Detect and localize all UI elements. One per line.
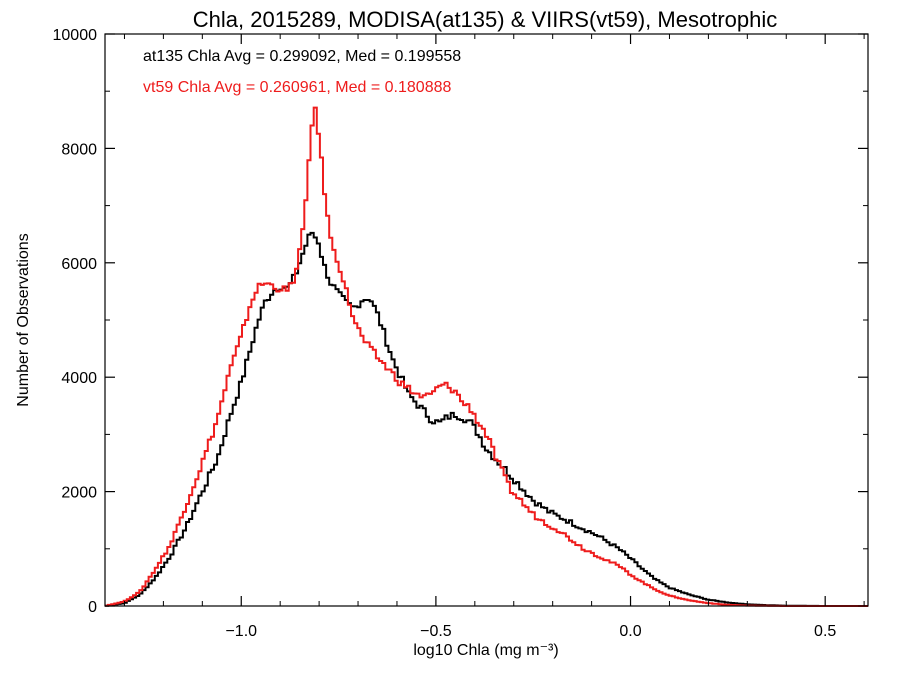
x-axis-label: log10 Chla (mg m⁻³) [413,642,558,659]
x-tick-label: 0.0 [619,623,641,640]
x-tick-label: 0.5 [814,623,836,640]
chart-title: Chla, 2015289, MODISA(at135) & VIIRS(vt5… [193,7,777,32]
y-tick-label: 6000 [61,256,97,273]
series-layer [105,106,868,607]
histogram-series-vt59 [105,106,868,607]
x-tick-label: −0.5 [420,623,452,640]
y-tick-label: 2000 [61,485,97,502]
y-tick-label: 0 [88,599,97,616]
y-tick-label: 8000 [61,141,97,158]
x-tick-label: −1.0 [225,623,257,640]
y-tick-label: 10000 [53,27,98,44]
y-axis-label: Number of Observations [15,233,32,406]
ticks-layer: −1.0 −0.5 0.0 0.5 0 2000 4000 6000 8000 10000 [53,27,868,640]
stats-annotation-vt59: vt59 Chla Avg = 0.260961, Med = 0.180888 [143,79,451,96]
stats-annotation-at135: at135 Chla Avg = 0.299092, Med = 0.19955… [143,48,461,65]
histogram-series-at135 [105,231,868,607]
y-tick-label: 4000 [61,370,97,387]
